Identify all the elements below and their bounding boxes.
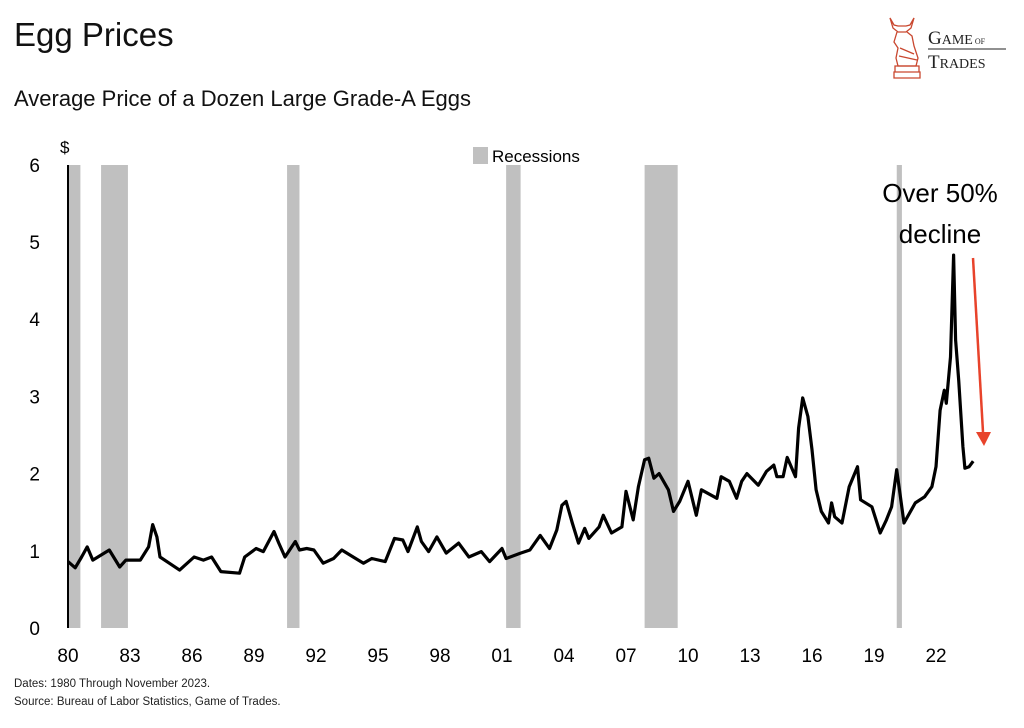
x-tick-label: 86 — [181, 646, 202, 667]
decline-arrow-shaft — [971, 257, 985, 433]
recession-band — [896, 165, 902, 628]
x-tick-label: 19 — [863, 646, 884, 667]
chart-title: Egg Prices — [14, 16, 174, 53]
y-axis-label: $ — [60, 138, 70, 157]
x-tick-label: 80 — [57, 646, 78, 667]
x-tick-label: 01 — [491, 646, 512, 667]
x-tick-label: 92 — [305, 646, 326, 667]
y-tick-label: 1 — [29, 542, 40, 563]
x-tick-label: 13 — [739, 646, 760, 667]
decline-arrow-head-icon — [976, 432, 991, 446]
x-tick-label: 83 — [119, 646, 140, 667]
y-tick-label: 6 — [29, 156, 40, 177]
chart-subtitle: Average Price of a Dozen Large Grade-A E… — [14, 86, 471, 111]
legend-swatch-recessions — [473, 147, 488, 164]
x-tick-label: 04 — [553, 646, 575, 667]
x-tick-label: 89 — [243, 646, 264, 667]
game-of-trades-logo: GAME OF TRADES — [888, 14, 1008, 80]
y-tick-label: 5 — [29, 233, 40, 254]
y-tick-label: 4 — [29, 310, 40, 331]
footer-dates: Dates: 1980 Through November 2023. — [14, 678, 211, 690]
legend-label-recessions: Recessions — [492, 147, 580, 166]
svg-text:TRADES: TRADES — [928, 52, 986, 73]
x-tick-label: 98 — [429, 646, 450, 667]
annotation-line2: decline — [899, 219, 981, 249]
x-tick-label: 10 — [677, 646, 698, 667]
x-tick-label: 95 — [367, 646, 388, 667]
recession-band — [506, 165, 521, 628]
svg-text:GAME OF: GAME OF — [928, 28, 986, 49]
footer-source: Source: Bureau of Labor Statistics, Game… — [14, 696, 281, 708]
x-tick-label: 07 — [615, 646, 636, 667]
recession-band — [68, 165, 81, 628]
price-series-line — [66, 253, 975, 575]
y-tick-label: 0 — [29, 619, 40, 640]
x-tick-label: 22 — [925, 646, 946, 667]
knight-bull-icon: GAME OF TRADES — [889, 17, 1006, 79]
y-tick-label: 2 — [29, 465, 40, 486]
annotation-line1: Over 50% — [882, 178, 998, 208]
recession-band — [287, 165, 300, 628]
recession-band — [644, 165, 678, 628]
y-tick-label: 3 — [29, 387, 40, 408]
x-tick-label: 16 — [801, 646, 822, 667]
